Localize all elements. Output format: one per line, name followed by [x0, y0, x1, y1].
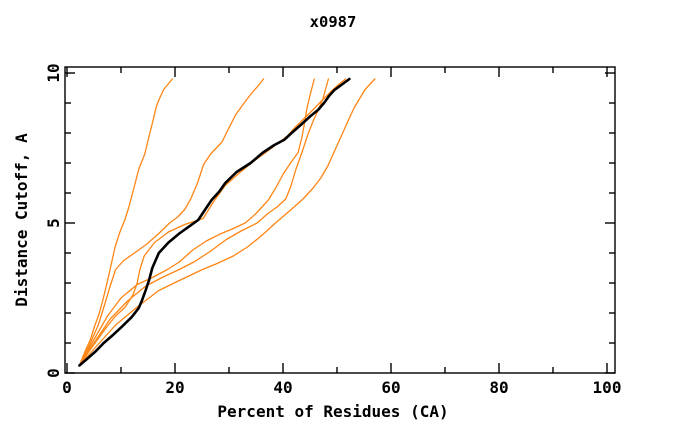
- x-tick-label: 20: [165, 378, 184, 397]
- y-tick-label: 10: [44, 63, 63, 82]
- x-tick-labels: 0 20 40 60 80 100: [62, 378, 621, 397]
- y-tick-label: 0: [44, 368, 63, 378]
- trace-orange-5: [78, 78, 330, 367]
- trace-black-bold: [78, 77, 351, 367]
- x-tick-label: 40: [273, 378, 292, 397]
- x-axis-label: Percent of Residues (CA): [217, 402, 448, 421]
- trace-orange-2: [78, 78, 265, 367]
- x-tick-label: 0: [62, 378, 72, 397]
- trace-orange-3: [78, 78, 347, 367]
- y-axis-label: Distance Cutoff, A: [12, 133, 31, 307]
- x-tick-label: 100: [593, 378, 622, 397]
- y-tick-label: 5: [44, 218, 63, 228]
- chart-title: x0987: [310, 13, 357, 31]
- trace-orange-6: [78, 78, 376, 367]
- curve-traces: [78, 77, 376, 367]
- axis-ticks: [65, 67, 615, 374]
- trace-orange-1: [78, 78, 173, 367]
- x-tick-label: 80: [489, 378, 508, 397]
- y-tick-labels: 0 5 10: [44, 63, 63, 377]
- trace-orange-4: [78, 78, 315, 367]
- plot-frame: [64, 66, 616, 374]
- x-tick-label: 60: [381, 378, 400, 397]
